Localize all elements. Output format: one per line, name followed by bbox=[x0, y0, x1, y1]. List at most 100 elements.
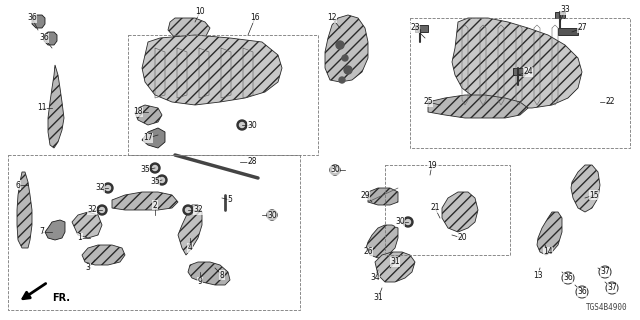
Circle shape bbox=[336, 41, 344, 49]
Text: 2: 2 bbox=[152, 201, 157, 210]
Circle shape bbox=[339, 77, 345, 83]
Text: 30: 30 bbox=[330, 165, 340, 174]
Text: 37: 37 bbox=[600, 268, 610, 276]
Polygon shape bbox=[168, 18, 210, 42]
Text: 25: 25 bbox=[423, 98, 433, 107]
Text: 1: 1 bbox=[77, 234, 83, 243]
Bar bbox=[385, 165, 510, 255]
Polygon shape bbox=[32, 15, 45, 28]
Text: 15: 15 bbox=[589, 190, 599, 199]
Text: 12: 12 bbox=[327, 13, 337, 22]
Text: 9: 9 bbox=[198, 277, 202, 286]
Text: 30: 30 bbox=[395, 218, 405, 227]
Circle shape bbox=[159, 178, 164, 182]
Text: 8: 8 bbox=[220, 270, 225, 279]
Text: 29: 29 bbox=[360, 190, 370, 199]
Circle shape bbox=[186, 207, 191, 212]
Polygon shape bbox=[72, 212, 102, 238]
Bar bbox=[410, 18, 630, 148]
Polygon shape bbox=[325, 15, 368, 82]
Circle shape bbox=[152, 165, 157, 171]
Text: 31: 31 bbox=[390, 258, 400, 267]
Polygon shape bbox=[415, 25, 428, 32]
Circle shape bbox=[99, 207, 104, 212]
Polygon shape bbox=[44, 32, 57, 45]
Text: 28: 28 bbox=[247, 157, 257, 166]
Text: 34: 34 bbox=[370, 274, 380, 283]
Text: 3: 3 bbox=[86, 263, 90, 273]
Circle shape bbox=[237, 120, 247, 130]
Text: 13: 13 bbox=[533, 270, 543, 279]
Text: 16: 16 bbox=[250, 13, 260, 22]
Polygon shape bbox=[45, 220, 65, 240]
Polygon shape bbox=[442, 192, 478, 232]
Polygon shape bbox=[555, 12, 565, 18]
Circle shape bbox=[330, 165, 340, 175]
Polygon shape bbox=[375, 252, 415, 282]
Circle shape bbox=[269, 212, 275, 218]
Text: 27: 27 bbox=[577, 23, 587, 33]
Circle shape bbox=[342, 55, 348, 61]
Circle shape bbox=[239, 123, 244, 127]
Polygon shape bbox=[142, 35, 282, 105]
Text: 10: 10 bbox=[195, 7, 205, 17]
Text: 33: 33 bbox=[560, 5, 570, 14]
Polygon shape bbox=[142, 128, 165, 148]
Polygon shape bbox=[513, 68, 523, 75]
Text: 19: 19 bbox=[427, 161, 437, 170]
Text: 35: 35 bbox=[140, 165, 150, 174]
Text: 20: 20 bbox=[457, 234, 467, 243]
Polygon shape bbox=[537, 212, 562, 255]
Text: 26: 26 bbox=[363, 247, 373, 257]
Circle shape bbox=[406, 220, 410, 225]
Text: 31: 31 bbox=[373, 293, 383, 302]
Text: 35: 35 bbox=[150, 178, 160, 187]
Text: 11: 11 bbox=[37, 103, 47, 113]
Circle shape bbox=[403, 217, 413, 227]
Text: 23: 23 bbox=[410, 23, 420, 33]
Circle shape bbox=[344, 66, 352, 74]
Text: 18: 18 bbox=[133, 108, 143, 116]
Text: 30: 30 bbox=[267, 211, 277, 220]
Text: 30: 30 bbox=[247, 121, 257, 130]
Bar bbox=[128, 35, 318, 155]
Text: 32: 32 bbox=[87, 205, 97, 214]
Text: 36: 36 bbox=[577, 287, 587, 297]
Polygon shape bbox=[48, 65, 64, 148]
Polygon shape bbox=[135, 105, 162, 125]
Polygon shape bbox=[188, 262, 230, 285]
Circle shape bbox=[333, 167, 337, 172]
Text: 5: 5 bbox=[228, 196, 232, 204]
Text: 21: 21 bbox=[430, 204, 440, 212]
Text: FR.: FR. bbox=[52, 293, 70, 303]
Circle shape bbox=[97, 205, 107, 215]
Text: 22: 22 bbox=[605, 98, 615, 107]
Bar bbox=[8, 155, 300, 310]
Text: 37: 37 bbox=[607, 284, 617, 292]
Polygon shape bbox=[558, 28, 578, 35]
Circle shape bbox=[150, 163, 160, 173]
Circle shape bbox=[103, 183, 113, 193]
Text: 17: 17 bbox=[143, 133, 153, 142]
Polygon shape bbox=[452, 18, 582, 108]
Polygon shape bbox=[178, 205, 202, 255]
Polygon shape bbox=[17, 172, 32, 248]
Polygon shape bbox=[112, 192, 178, 210]
Text: 7: 7 bbox=[40, 228, 44, 236]
Polygon shape bbox=[368, 188, 398, 205]
Polygon shape bbox=[428, 95, 528, 118]
Circle shape bbox=[267, 210, 277, 220]
Polygon shape bbox=[571, 165, 600, 212]
Text: 14: 14 bbox=[543, 247, 553, 257]
Text: 32: 32 bbox=[193, 205, 203, 214]
Circle shape bbox=[183, 205, 193, 215]
Text: 32: 32 bbox=[95, 183, 105, 193]
Text: 4: 4 bbox=[188, 244, 193, 252]
Text: 36: 36 bbox=[39, 34, 49, 43]
Text: 36: 36 bbox=[563, 274, 573, 283]
Circle shape bbox=[157, 175, 167, 185]
Circle shape bbox=[106, 186, 111, 190]
Text: 6: 6 bbox=[15, 180, 20, 189]
Text: TGS4B4900: TGS4B4900 bbox=[586, 303, 628, 312]
Text: 36: 36 bbox=[27, 13, 37, 22]
